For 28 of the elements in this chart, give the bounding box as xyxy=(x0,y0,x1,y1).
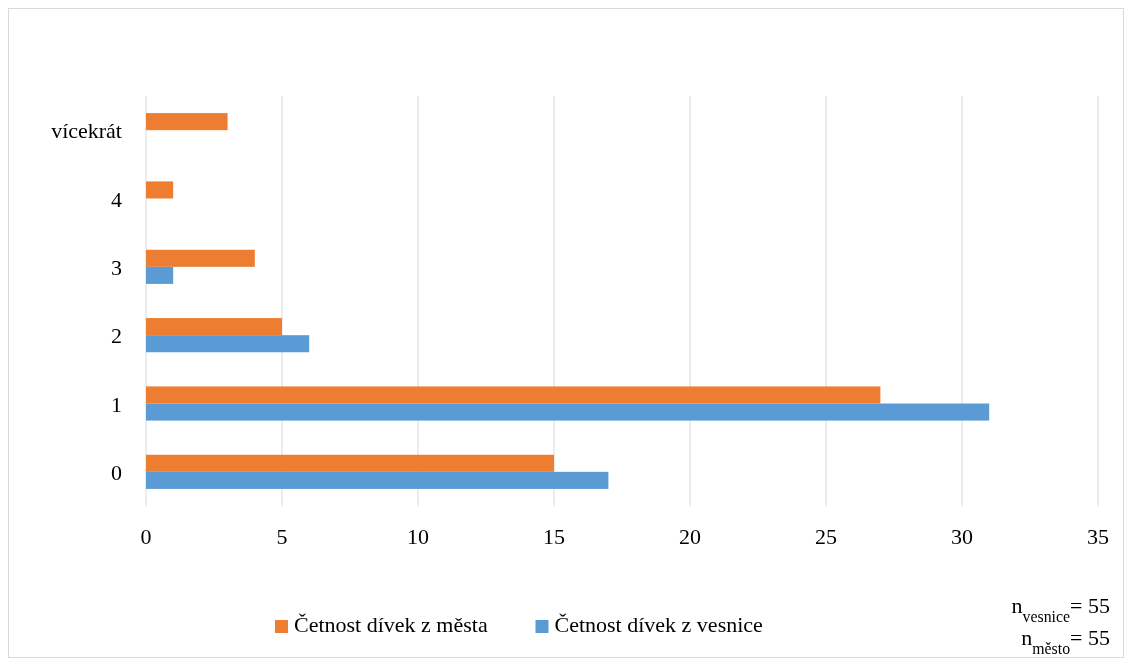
bar xyxy=(146,113,228,131)
y-tick-label: 3 xyxy=(111,254,122,280)
bar xyxy=(146,403,990,421)
x-tick-label: 25 xyxy=(815,524,837,549)
text: n$_{město}$= 55 xyxy=(1021,625,1110,657)
y-tick-label: 0 xyxy=(111,459,122,485)
legend-label: Četnost dívek z vesnice xyxy=(554,612,763,637)
y-tick-label: vícekrát xyxy=(51,118,122,144)
text: n$_{vesnice}$= 55 xyxy=(1011,593,1110,625)
bar xyxy=(146,249,255,267)
x-tick-label: 15 xyxy=(543,524,565,549)
x-tick-label: 20 xyxy=(679,524,701,549)
x-tick-label: 10 xyxy=(407,524,429,549)
y-tick-label: 2 xyxy=(111,323,122,349)
bar xyxy=(146,181,174,199)
bar xyxy=(146,266,174,284)
bar xyxy=(146,471,609,489)
bar xyxy=(146,386,881,404)
x-tick-label: 35 xyxy=(1087,524,1109,549)
legend-label: Četnost dívek z města xyxy=(294,612,488,637)
bar xyxy=(146,454,554,472)
bar xyxy=(146,318,282,336)
bar xyxy=(146,335,310,353)
y-tick-label: 4 xyxy=(111,186,122,212)
x-tick-label: 0 xyxy=(140,524,152,549)
x-tick-label: 5 xyxy=(276,524,288,549)
x-tick-label: 30 xyxy=(951,524,973,549)
y-tick-label: 1 xyxy=(111,391,122,417)
